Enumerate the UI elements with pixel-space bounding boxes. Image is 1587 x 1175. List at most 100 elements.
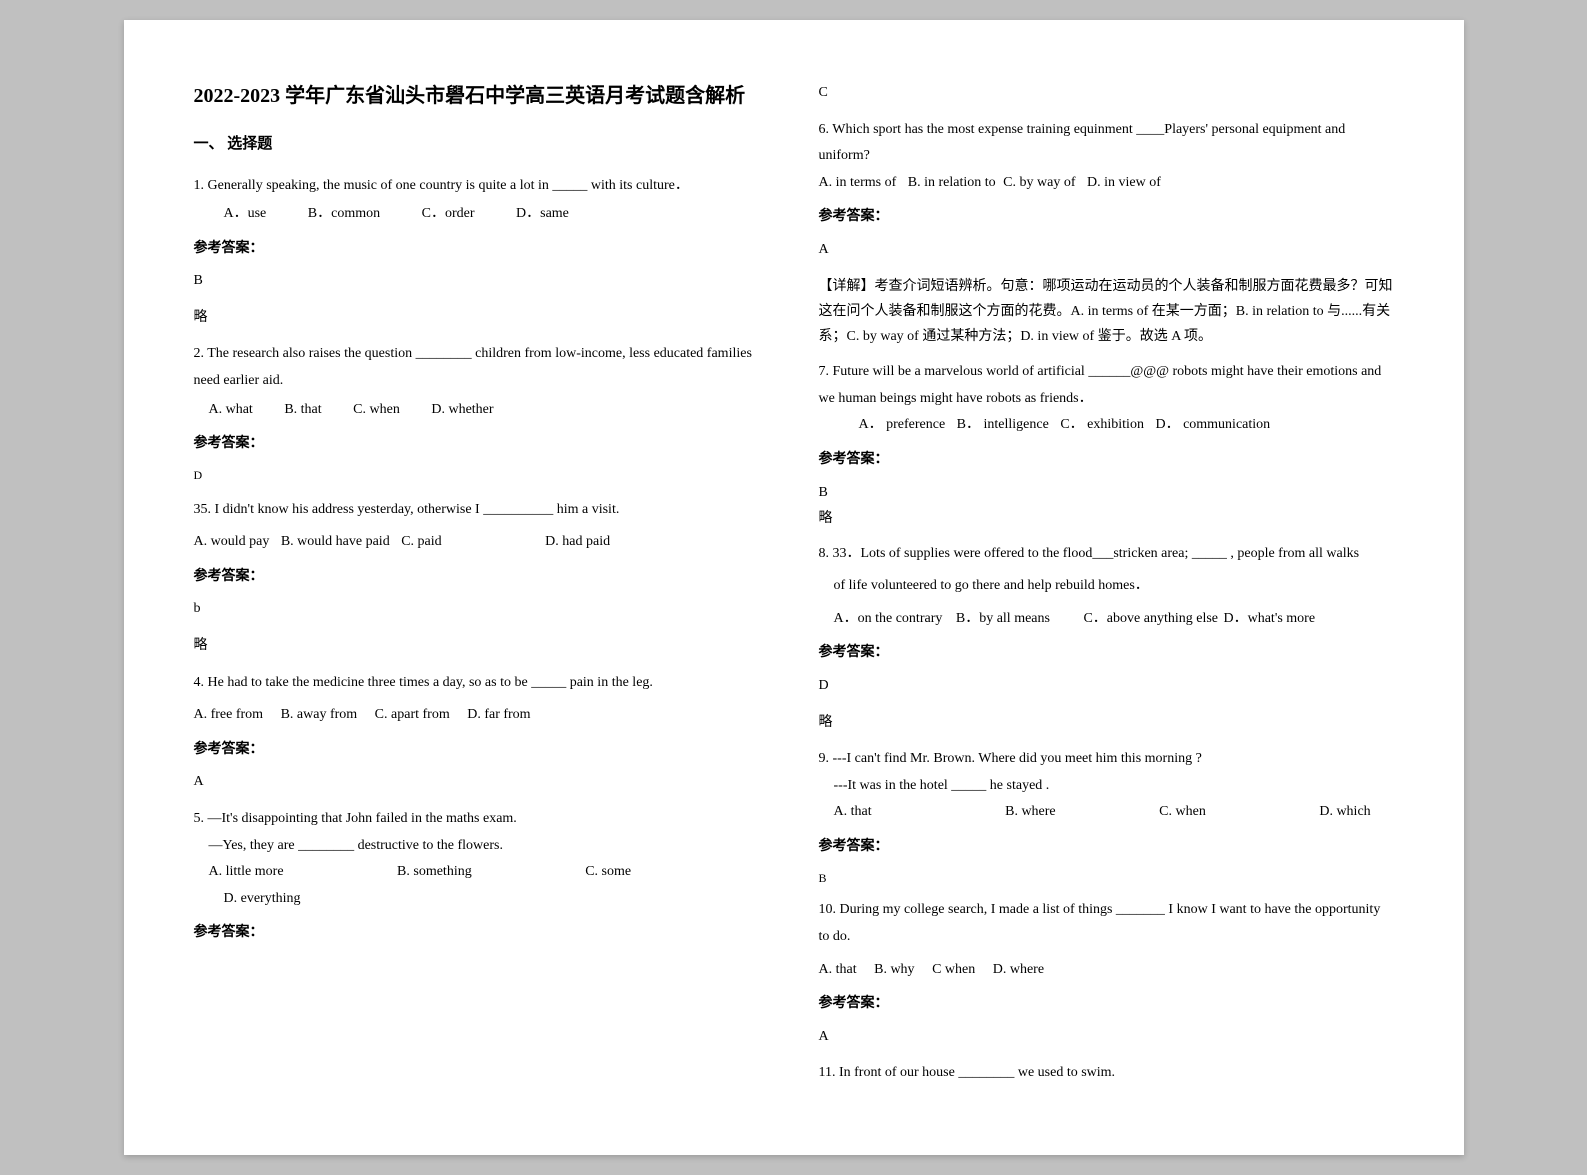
answer-text: B <box>194 268 769 295</box>
answer-text: D <box>819 673 1394 700</box>
question-options: A. little more B. something C. some <box>209 859 769 886</box>
question-2: 2. The research also raises the question… <box>194 341 769 486</box>
question-options: A．use B．common C．order D．same <box>224 201 769 228</box>
question-options: A． preference B． intelligence C． exhibit… <box>859 412 1394 439</box>
left-column: 2022-2023 学年广东省汕头市礐石中学高三英语月考试题含解析 一、 选择题… <box>194 80 769 1095</box>
option-b: B． intelligence <box>957 417 1049 432</box>
option-a: A．on the contrary <box>834 611 943 626</box>
answer-text-q5: C <box>819 80 1394 107</box>
answer-text: b <box>194 596 769 623</box>
answer-note: 略 <box>194 633 769 660</box>
section-heading: 一、 选择题 <box>194 130 769 159</box>
option-b: B. something <box>397 864 472 879</box>
question-options-line2: D. everything <box>224 886 769 913</box>
option-b: B．by all means <box>956 611 1050 626</box>
option-c: C．order <box>422 201 475 228</box>
answer-note: 略 <box>819 710 1394 737</box>
question-options: A．on the contrary B．by all means C．above… <box>834 606 1394 633</box>
option-d: D. far from <box>467 707 530 722</box>
option-b: B．common <box>308 201 380 228</box>
answer-label: 参考答案： <box>819 447 1394 474</box>
question-options: A. free from B. away from C. apart from … <box>194 702 769 729</box>
option-c: C. apart from <box>375 707 450 722</box>
question-options: A. in terms of B. in relation to C. by w… <box>819 170 1394 197</box>
question-text: 2. The research also raises the question… <box>194 341 769 394</box>
answer-note: 略 <box>819 506 1394 533</box>
option-b: B. why <box>874 962 914 977</box>
option-c: C. by way of <box>1003 175 1075 190</box>
question-text: 6. Which sport has the most expense trai… <box>819 117 1394 170</box>
option-a: A. free from <box>194 707 264 722</box>
question-6: 6. Which sport has the most expense trai… <box>819 117 1394 350</box>
option-c: C．above anything else <box>1083 611 1218 626</box>
right-column: C 6. Which sport has the most expense tr… <box>819 80 1394 1095</box>
option-d: D．same <box>516 201 569 228</box>
option-d: D． communication <box>1155 417 1270 432</box>
question-line2: ---It was in the hotel _____ he stayed . <box>834 773 1394 800</box>
option-a: A． preference <box>859 417 946 432</box>
option-b: B. away from <box>281 707 358 722</box>
option-a: A. that <box>834 804 872 819</box>
question-text: 4. He had to take the medicine three tim… <box>194 670 769 697</box>
question-10: 10. During my college search, I made a l… <box>819 897 1394 1050</box>
option-b: B. where <box>1005 804 1056 819</box>
question-text: 35. I didn't know his address yesterday,… <box>194 497 769 524</box>
question-options: A. would pay B. would have paid C. paid … <box>194 529 769 556</box>
question-line2: —Yes, they are ________ destructive to t… <box>209 833 769 860</box>
question-4: 4. He had to take the medicine three tim… <box>194 670 769 796</box>
option-a: A. that <box>819 962 857 977</box>
question-options: A. that B. where C. when D. which <box>834 799 1394 826</box>
answer-explain: 【详解】考查介词短语辨析。句意：哪项运动在运动员的个人装备和制服方面花费最多？可… <box>819 274 1394 350</box>
option-a: A．use <box>224 201 267 228</box>
option-c: C. some <box>585 864 631 879</box>
option-c: C. paid <box>401 534 441 549</box>
question-5: 5. —It's disappointing that John failed … <box>194 806 769 947</box>
question-text: 7. Future will be a marvelous world of a… <box>819 359 1394 412</box>
option-a: A. little more <box>209 864 284 879</box>
option-a: A. what <box>209 397 253 424</box>
answer-text: D <box>194 464 769 487</box>
answer-label: 参考答案： <box>194 236 769 263</box>
option-b: B. would have paid <box>281 534 390 549</box>
answer-label: 参考答案： <box>194 564 769 591</box>
answer-label: 参考答案： <box>194 737 769 764</box>
answer-text: B <box>819 867 1394 890</box>
question-text: 10. During my college search, I made a l… <box>819 897 1394 950</box>
question-options: A. what B. that C. when D. whether <box>209 397 769 424</box>
option-c: C. when <box>1159 804 1206 819</box>
question-text: 1. Generally speaking, the music of one … <box>194 173 769 200</box>
question-1: 1. Generally speaking, the music of one … <box>194 173 769 332</box>
option-d: D. had paid <box>545 534 610 549</box>
answer-text: B <box>819 480 1394 507</box>
question-options: A. that B. why C when D. where <box>819 957 1394 984</box>
question-line2: of life volunteered to go there and help… <box>834 573 1394 600</box>
answer-label: 参考答案： <box>819 204 1394 231</box>
question-text: 9. ---I can't find Mr. Brown. Where did … <box>819 746 1394 773</box>
question-9: 9. ---I can't find Mr. Brown. Where did … <box>819 746 1394 889</box>
option-d: D．what's more <box>1224 611 1316 626</box>
answer-label: 参考答案： <box>194 431 769 458</box>
document-title: 2022-2023 学年广东省汕头市礐石中学高三英语月考试题含解析 <box>194 80 769 112</box>
option-c: C． exhibition <box>1060 417 1144 432</box>
answer-text: A <box>194 769 769 796</box>
answer-label: 参考答案： <box>194 920 769 947</box>
answer-note: 略 <box>194 305 769 332</box>
option-d: D. everything <box>224 891 301 906</box>
option-c: C when <box>932 962 975 977</box>
page: 2022-2023 学年广东省汕头市礐石中学高三英语月考试题含解析 一、 选择题… <box>124 20 1464 1155</box>
option-d: D. whether <box>431 397 493 424</box>
option-d: D. which <box>1319 804 1370 819</box>
question-text: 11. In front of our house ________ we us… <box>819 1060 1394 1087</box>
answer-text: A <box>819 237 1394 264</box>
question-11: 11. In front of our house ________ we us… <box>819 1060 1394 1087</box>
answer-label: 参考答案： <box>819 640 1394 667</box>
option-d: D. in view of <box>1087 175 1161 190</box>
option-a: A. in terms of <box>819 175 897 190</box>
question-3: 35. I didn't know his address yesterday,… <box>194 497 769 660</box>
option-a: A. would pay <box>194 534 270 549</box>
answer-text: A <box>819 1024 1394 1051</box>
question-8: 8. 33．Lots of supplies were offered to t… <box>819 541 1394 737</box>
option-b: B. that <box>284 397 321 424</box>
question-text: 8. 33．Lots of supplies were offered to t… <box>819 541 1394 568</box>
option-b: B. in relation to <box>908 175 996 190</box>
